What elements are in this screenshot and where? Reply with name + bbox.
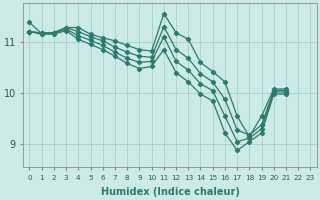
X-axis label: Humidex (Indice chaleur): Humidex (Indice chaleur) [100,187,239,197]
